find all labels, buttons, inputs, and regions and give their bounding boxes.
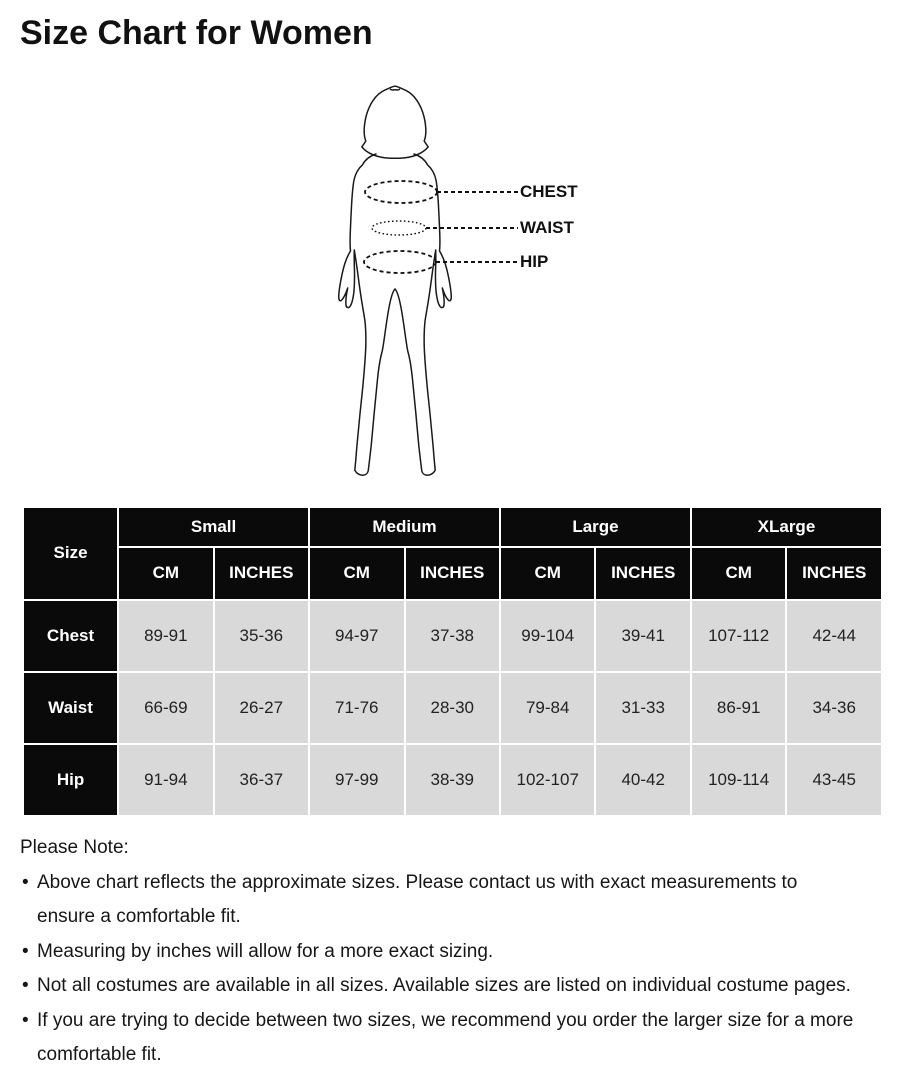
svg-text:HIP: HIP xyxy=(520,252,548,271)
svg-text:CHEST: CHEST xyxy=(520,182,578,201)
svg-text:WAIST: WAIST xyxy=(520,218,574,237)
